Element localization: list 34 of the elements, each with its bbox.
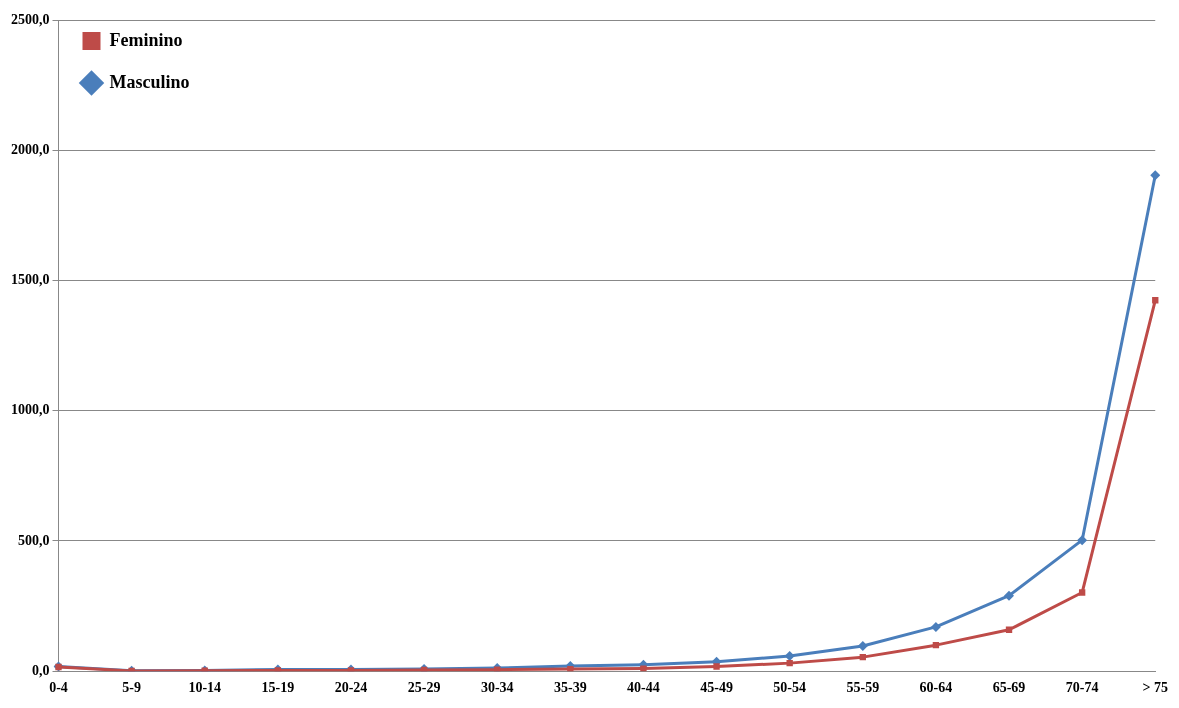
- point: [786, 659, 793, 667]
- x-tick-label: 10-14: [188, 680, 222, 696]
- x-tick-label: 25-29: [407, 680, 441, 696]
- x-tick-label: 40-44: [627, 680, 660, 696]
- y-tick-label: 1000,0: [11, 402, 50, 418]
- legend-label: Masculino: [109, 71, 190, 92]
- x-tick-label: 50-54: [773, 680, 807, 696]
- x-tick-label: 55-59: [846, 680, 880, 696]
- point: [930, 621, 941, 632]
- point: [1004, 590, 1015, 601]
- x-tick-label: > 75: [1142, 680, 1168, 696]
- x-tick-label: 15-19: [261, 680, 295, 696]
- legend-label: Feminino: [109, 29, 183, 50]
- point: [567, 665, 574, 672]
- y-tick-label: 1500,0: [11, 272, 50, 288]
- y-tick-label: 2500,0: [11, 11, 50, 27]
- point: [640, 665, 647, 672]
- x-tick-label: 35-39: [553, 680, 587, 696]
- point: [713, 663, 720, 670]
- point: [1150, 170, 1161, 181]
- x-tick-label: 60-64: [919, 680, 953, 696]
- point: [1078, 589, 1086, 596]
- x-tick-label: 65-69: [992, 680, 1026, 696]
- x-tick-label: 45-49: [700, 680, 733, 696]
- x-tick-label: 0-4: [49, 680, 68, 696]
- x-tick-label: 5-9: [122, 680, 141, 696]
- y-tick-label: 0,0: [32, 662, 50, 678]
- y-tick-label: 2000,0: [11, 141, 50, 157]
- point: [1077, 535, 1088, 546]
- x-tick-label: 20-24: [334, 680, 368, 696]
- x-tick-label: 30-34: [480, 680, 514, 696]
- point: [857, 640, 868, 651]
- x-tick-label: 70-74: [1065, 680, 1099, 696]
- y-tick-label: 500,0: [18, 532, 50, 548]
